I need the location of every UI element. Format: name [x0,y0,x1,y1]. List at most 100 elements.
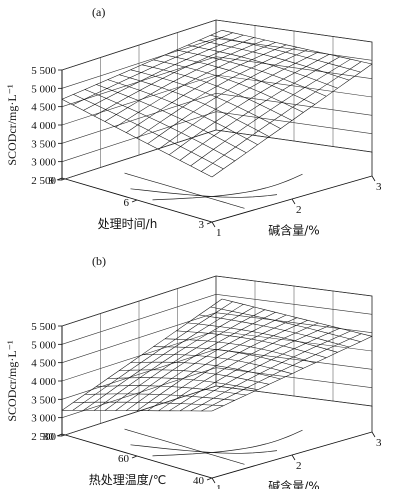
y-tick-mark [56,177,63,181]
surface-mesh-line [187,322,338,353]
y-tick-label: 40 [193,475,205,487]
z-tick-label: 4 500 [31,102,56,114]
floor-edges [61,431,373,479]
y-tick-label: 80 [43,431,55,443]
x-tick-label: 1 [216,227,222,239]
surface-mesh-line [221,298,373,337]
surface-mesh-line [199,314,350,348]
surface-mesh-line [141,354,293,374]
floor-contour [130,444,278,454]
y-tick-mark [131,455,138,459]
surface-mesh-line [61,410,212,412]
back-walls [61,275,373,437]
floor-contour [152,173,303,201]
surface-mesh-line [96,385,247,396]
wall-gridline [61,385,373,437]
floor-contour [124,428,245,465]
x-axis-label: 碱含量/% [268,479,319,489]
wall-gridline [61,56,373,107]
surface-mesh-line [61,99,213,178]
surface-mesh-line [119,369,270,385]
surface-mesh-line [221,30,373,65]
wall-gridline [61,74,373,126]
surface-mesh-line [73,401,224,406]
wall-gridline [61,38,373,89]
z-tick-label: 3 500 [31,138,56,150]
surface-mesh-line [153,346,304,369]
surface-mesh-line [176,49,327,97]
wall-gridline [61,93,373,144]
wall-gridline [61,367,373,418]
y-tick-label: 9 [49,175,55,187]
z-tick-label: 4 000 [31,120,56,132]
z-tick-label: 3 000 [31,157,56,169]
surface-mesh-line [107,79,258,145]
surface-mesh-line [176,330,327,358]
surface-mesh-line [130,69,281,129]
z-tick-label: 5 000 [31,83,56,95]
z-tick-label: 4 000 [31,376,56,388]
surface-mesh-line [96,84,247,154]
wall-gridline [61,275,373,327]
z-tick-label: 2 500 [31,175,56,187]
x-tick-label: 3 [376,181,382,193]
z-tick-label: 3 000 [31,413,56,425]
surface-mesh-line [211,336,373,412]
x-tick-mark [211,221,216,228]
surface-mesh-line [210,306,361,342]
surface-mesh-line [107,377,258,390]
surface-mesh-line [84,89,236,162]
surface-mesh-line [119,74,270,137]
surface-mesh-line [153,59,304,113]
surface-mesh-line [187,44,338,89]
y-tick-mark [206,477,213,481]
x-tick-label: 2 [296,460,302,472]
z-tick-label: 4 500 [31,358,56,370]
x-tick-mark [371,431,376,438]
surface-mesh-line [164,54,316,105]
floor-contour [124,172,245,209]
z-axis-label: SCODcr/mg·L⁻¹ [5,340,19,422]
surface-mesh-line [199,39,350,81]
chart-panel-2: 5 500 5 000 4 500 4 000 3 500 3 000 2 500 40 60 8… [5,254,382,489]
y-tick-label: 60 [118,453,130,465]
wall-gridline [61,19,373,71]
floor-contour [152,429,303,457]
x-axis-label: 碱含量/% [268,223,319,238]
z-tick-label: 5 000 [31,339,56,351]
y-tick-mark [131,199,138,203]
x-tick-mark [291,454,296,461]
surface-mesh-line [130,361,281,380]
x-tick-label: 1 [216,483,222,489]
wall-gridline [61,330,373,382]
surface-mesh-line [210,35,361,73]
floor-contour [130,188,278,198]
surface-mesh-line [164,338,315,364]
z-tick-label: 3 500 [31,394,56,406]
x-tick-mark [371,175,376,182]
panel-label: (a) [92,5,105,19]
z-tick-label: 5 500 [31,321,56,333]
x-tick-label: 2 [296,204,302,216]
wall-gridline [61,129,373,181]
surface-mesh-line [84,393,235,401]
x-tick-mark [211,477,216,484]
wall-gridline [61,111,373,162]
panel-label: (b) [92,254,106,268]
y-tick-label: 3 [199,219,205,231]
surface-mesh-line [73,94,224,170]
surface-mesh-line [141,64,293,121]
y-axis-label: 处理时间/h [98,217,158,231]
z-axis-label: SCODcr/mg·L⁻¹ [5,84,19,166]
x-tick-label: 3 [376,437,382,449]
y-tick-label: 6 [124,197,130,209]
y-tick-mark [206,221,213,225]
z-tick-label: 2 500 [31,431,56,443]
surface-mesh-line [61,298,223,411]
floor-edges [61,175,373,223]
z-tick-label: 5 500 [31,65,56,77]
x-tick-mark [291,198,296,205]
y-axis-label: 热处理温度/℃ [89,472,167,487]
